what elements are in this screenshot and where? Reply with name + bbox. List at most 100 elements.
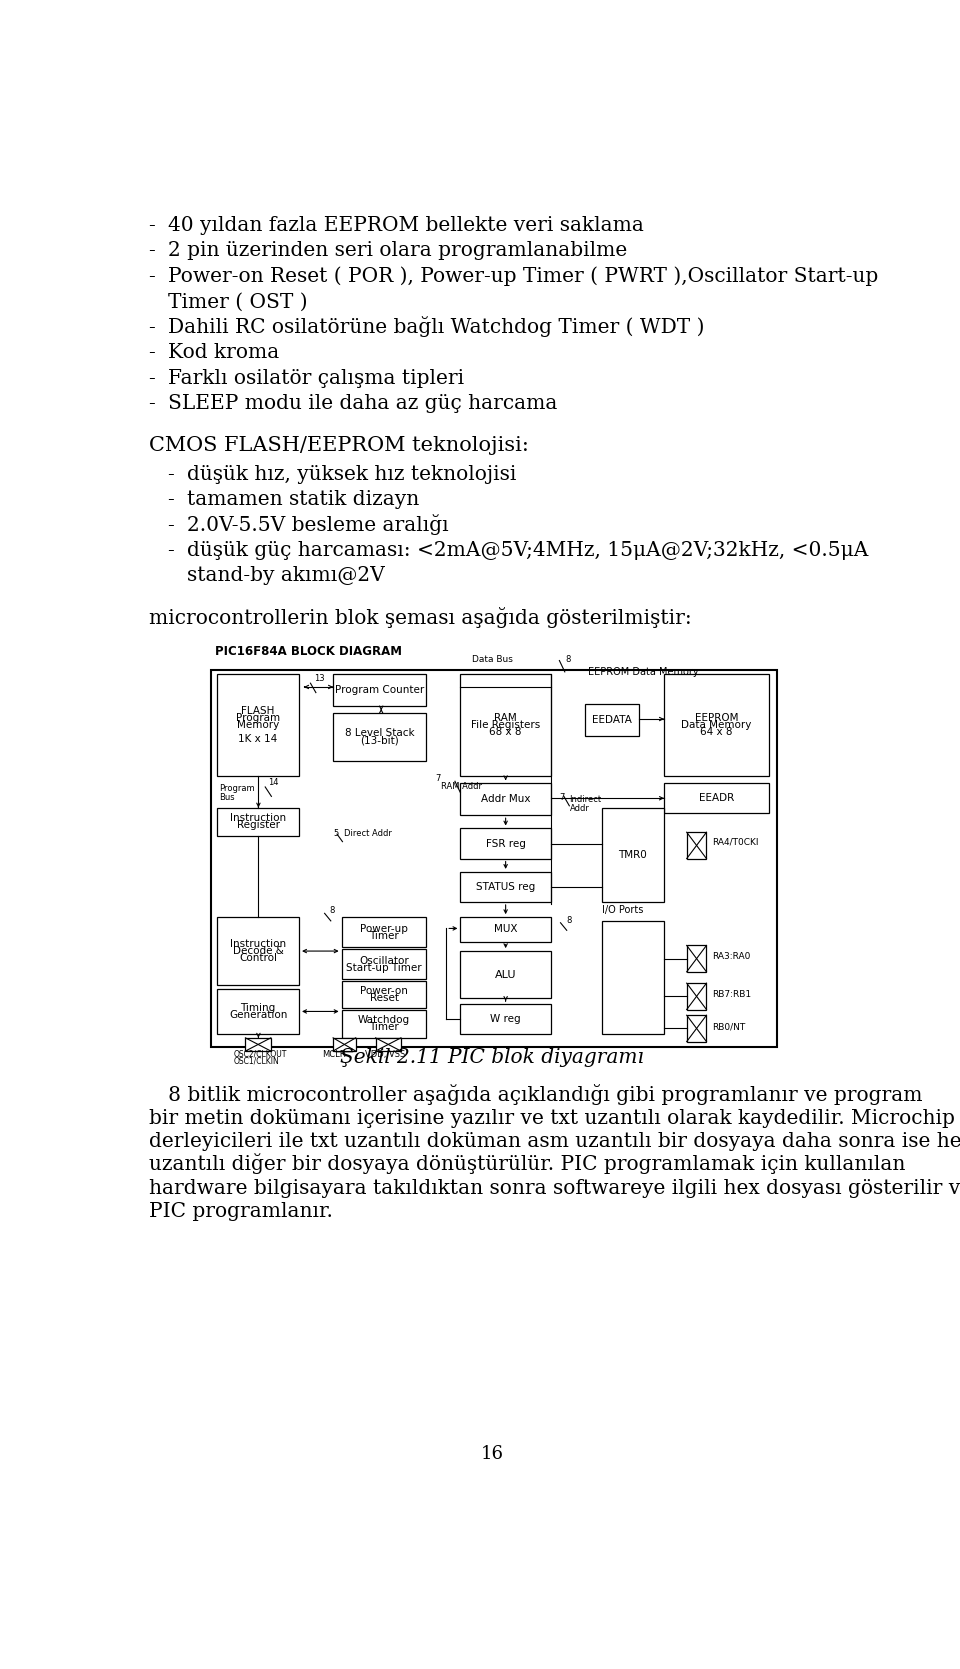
Text: -: - — [150, 369, 162, 387]
Bar — [246, 1038, 271, 1051]
Text: Addr: Addr — [569, 804, 589, 813]
Bar — [686, 945, 707, 971]
Text: -: - — [150, 267, 162, 285]
Text: MCLR: MCLR — [322, 1050, 346, 1058]
Text: STATUS reg: STATUS reg — [476, 881, 536, 891]
Text: EEDATA: EEDATA — [591, 714, 632, 724]
Bar — [602, 808, 664, 901]
Text: 13: 13 — [315, 674, 325, 683]
Text: Register: Register — [236, 819, 279, 829]
Bar — [217, 808, 300, 836]
Text: 8: 8 — [565, 656, 570, 664]
Text: SLEEP modu ile daha az güç harcama: SLEEP modu ile daha az güç harcama — [168, 394, 558, 412]
Text: uzantılı diğer bir dosyaya dönüştürülür. PIC programlamak için kullanılan: uzantılı diğer bir dosyaya dönüştürülür.… — [150, 1153, 906, 1175]
Text: 5: 5 — [333, 829, 338, 838]
Bar — [342, 916, 426, 948]
Text: TMR0: TMR0 — [618, 850, 647, 860]
Text: 1K x 14: 1K x 14 — [238, 734, 277, 744]
Text: Şekil 2.11 PIC blok diyagramı: Şekil 2.11 PIC blok diyagramı — [340, 1048, 644, 1066]
Text: 8 bitlik microcontroller aşağıda açıklandığı gibi programlanır ve program: 8 bitlik microcontroller aşağıda açıklan… — [150, 1085, 923, 1105]
Text: -: - — [168, 491, 181, 509]
Text: bir metin dokümanı içerisine yazılır ve txt uzantılı olarak kaydedilir. Microchi: bir metin dokümanı içerisine yazılır ve … — [150, 1110, 955, 1128]
Text: Timing: Timing — [241, 1003, 276, 1013]
Text: Watchdog: Watchdog — [358, 1015, 410, 1025]
Text: 16: 16 — [481, 1445, 503, 1464]
Text: Timer: Timer — [370, 931, 398, 941]
Text: Direct Addr: Direct Addr — [345, 829, 393, 838]
Text: Decode &: Decode & — [232, 946, 283, 956]
Bar — [211, 669, 778, 1046]
Text: Data Memory: Data Memory — [682, 719, 752, 729]
Bar — [461, 1003, 551, 1035]
Text: RAM: RAM — [494, 713, 517, 723]
Text: Dahili RC osilatörüne bağlı Watchdog Timer ( WDT ): Dahili RC osilatörüne bağlı Watchdog Tim… — [168, 315, 705, 337]
Text: Timer ( OST ): Timer ( OST ) — [168, 292, 307, 312]
Text: FLASH: FLASH — [241, 706, 275, 716]
Text: RA3:RA0: RA3:RA0 — [712, 953, 751, 961]
Text: Start-up Timer: Start-up Timer — [347, 963, 421, 973]
Text: Power-on Reset ( POR ), Power-up Timer ( PWRT ),Oscillator Start-up: Power-on Reset ( POR ), Power-up Timer (… — [168, 267, 878, 285]
Text: tamamen statik dizayn: tamamen statik dizayn — [186, 491, 419, 509]
Text: -: - — [150, 394, 162, 412]
Text: FSR reg: FSR reg — [486, 838, 525, 848]
Text: Control: Control — [239, 953, 277, 963]
Bar — [461, 871, 551, 901]
Text: OSC2/CLKOUT: OSC2/CLKOUT — [234, 1050, 287, 1058]
Text: W reg: W reg — [491, 1015, 521, 1025]
Text: RB0/NT: RB0/NT — [712, 1021, 745, 1031]
Text: Power-on: Power-on — [360, 986, 408, 996]
Text: Program Counter: Program Counter — [335, 684, 424, 694]
Text: Addr Mux: Addr Mux — [481, 794, 530, 804]
Text: -: - — [168, 516, 181, 534]
Bar — [375, 1038, 401, 1051]
Bar — [461, 674, 551, 776]
Text: 8: 8 — [329, 906, 334, 915]
Text: Power-up: Power-up — [360, 923, 408, 933]
Text: -: - — [168, 464, 181, 484]
Bar — [333, 674, 426, 706]
Text: 8: 8 — [566, 916, 571, 925]
Text: Indirect: Indirect — [569, 794, 602, 804]
Text: düşük güç harcaması: <2mA@5V;4MHz, 15μA@2V;32kHz, <0.5μA: düşük güç harcaması: <2mA@5V;4MHz, 15μA@… — [186, 541, 868, 561]
Text: derleyicileri ile txt uzantılı doküman asm uzantılı bir dosyaya daha sonra ise h: derleyicileri ile txt uzantılı doküman a… — [150, 1132, 960, 1152]
Text: EEPROM Data Memory: EEPROM Data Memory — [588, 668, 698, 678]
Text: Generation: Generation — [228, 1010, 287, 1020]
Text: RAM Addr: RAM Addr — [441, 781, 482, 791]
Text: Bus: Bus — [219, 793, 234, 803]
Bar — [461, 783, 551, 814]
Text: Program: Program — [236, 713, 280, 723]
Text: OSC1/CLKIN: OSC1/CLKIN — [234, 1056, 279, 1065]
Text: Memory: Memory — [237, 719, 279, 729]
Text: MUX: MUX — [493, 925, 517, 935]
Text: 2 pin üzerinden seri olara programlanabilme: 2 pin üzerinden seri olara programlanabi… — [168, 242, 627, 260]
Text: Kod kroma: Kod kroma — [168, 344, 279, 362]
Text: -: - — [150, 344, 162, 362]
Bar — [686, 833, 707, 858]
Bar — [217, 988, 300, 1035]
Bar — [333, 1038, 356, 1051]
Bar — [217, 674, 300, 776]
Bar — [333, 713, 426, 761]
Text: 64 x 8: 64 x 8 — [700, 726, 732, 736]
Text: Timer: Timer — [370, 1021, 398, 1031]
Text: 14: 14 — [268, 778, 278, 788]
Text: -: - — [168, 541, 181, 561]
Bar — [461, 828, 551, 858]
Text: -: - — [150, 242, 162, 260]
Text: Instruction: Instruction — [230, 813, 286, 823]
Bar — [342, 950, 426, 980]
Bar — [664, 783, 769, 813]
Text: 68 x 8: 68 x 8 — [490, 726, 522, 736]
Text: 40 yıldan fazla EEPROM bellekte veri saklama: 40 yıldan fazla EEPROM bellekte veri sak… — [168, 215, 644, 235]
Text: ALU: ALU — [495, 970, 516, 980]
Text: Oscillator: Oscillator — [359, 956, 409, 966]
Text: düşük hız, yüksek hız teknolojisi: düşük hız, yüksek hız teknolojisi — [186, 464, 516, 484]
Text: VDD, VSS: VDD, VSS — [366, 1050, 405, 1058]
Text: 7: 7 — [560, 793, 564, 803]
Text: Reset: Reset — [370, 993, 398, 1003]
Bar — [664, 674, 769, 776]
Text: (13-bit): (13-bit) — [360, 736, 399, 746]
Bar — [217, 916, 300, 985]
Text: Data Bus: Data Bus — [471, 656, 513, 664]
Text: RA4/T0CKI: RA4/T0CKI — [712, 838, 758, 846]
